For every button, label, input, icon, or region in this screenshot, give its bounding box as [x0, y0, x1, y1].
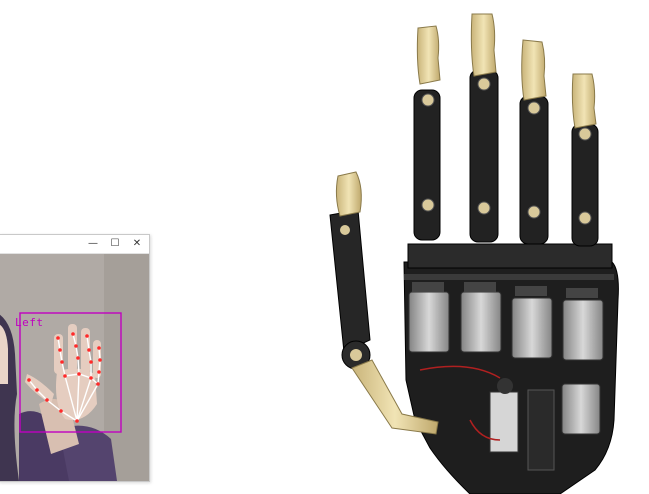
ring-finger — [519, 39, 549, 245]
robotic-hand-model[interactable] — [300, 0, 649, 494]
camera-feed-image — [0, 254, 149, 481]
maximize-icon[interactable]: ☐ — [110, 238, 120, 249]
detection-bounding-box — [19, 312, 122, 433]
window-titlebar[interactable]: — ☐ ✕ — [0, 235, 149, 254]
middle-finger — [469, 13, 499, 243]
electronics-board — [419, 365, 555, 471]
hand-landmarks — [27, 332, 102, 423]
minimize-icon[interactable]: — — [88, 238, 98, 249]
thumb — [329, 171, 439, 435]
pinky-finger — [571, 73, 599, 247]
servo-row — [408, 282, 604, 435]
index-finger — [413, 25, 441, 241]
detection-label: Left — [15, 316, 44, 329]
camera-feed: Left — [0, 254, 149, 481]
close-icon[interactable]: ✕ — [132, 238, 142, 249]
camera-preview-window[interactable]: — ☐ ✕ — [0, 234, 150, 482]
palm-frame — [403, 243, 619, 494]
